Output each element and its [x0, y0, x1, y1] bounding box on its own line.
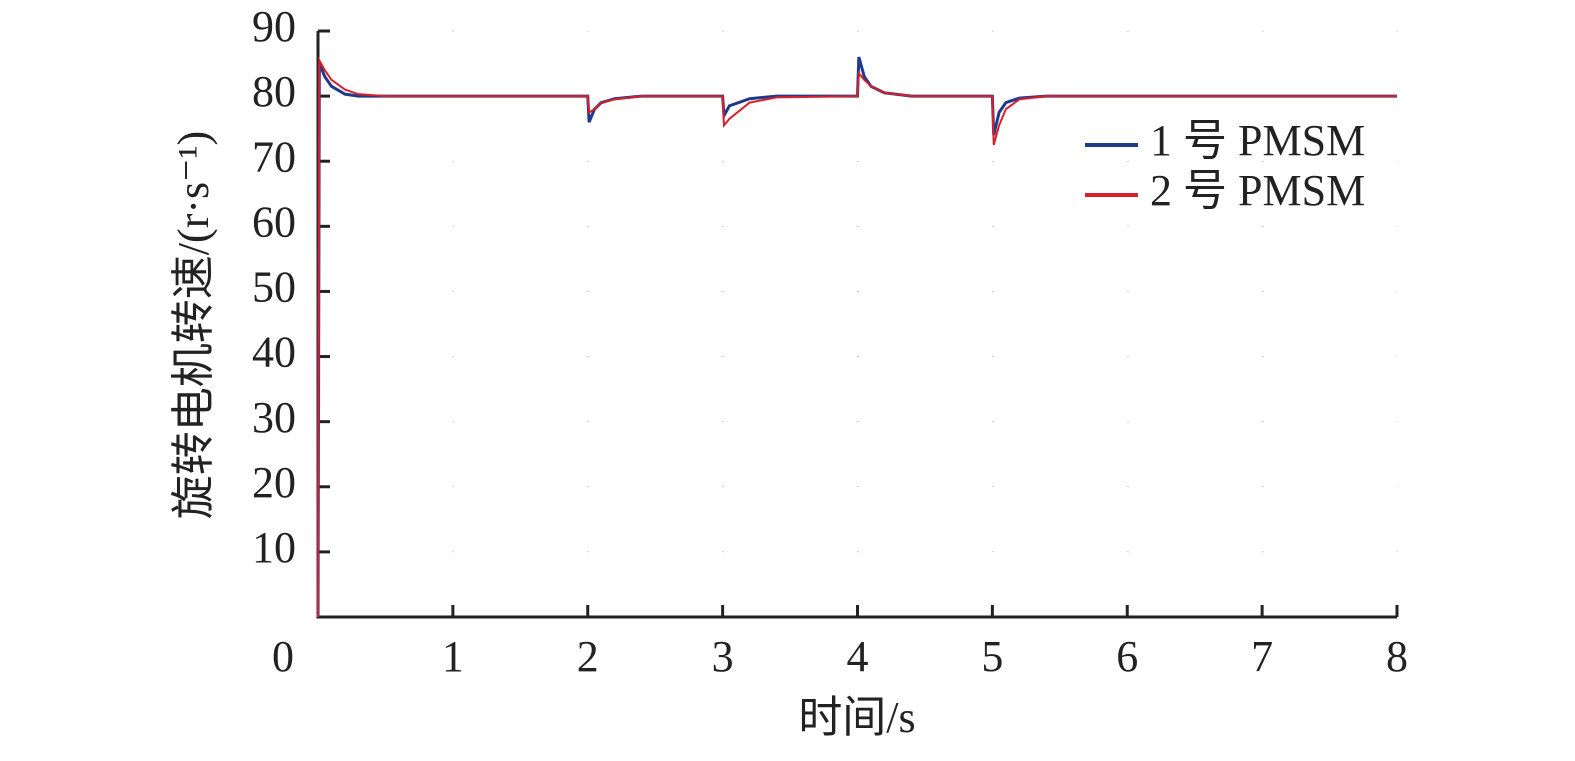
x-tick-label: 3	[712, 632, 734, 681]
y-tick-label: 10	[252, 523, 296, 572]
legend-label: 1 号 PMSM	[1150, 116, 1365, 165]
x-tick-label: 7	[1251, 632, 1273, 681]
x-tick-label: 0	[272, 632, 294, 681]
y-tick-label: 90	[252, 2, 296, 51]
line	[317, 56, 1397, 618]
y-tick-label: 40	[252, 328, 296, 377]
x-tick-label: 8	[1386, 632, 1408, 681]
x-tick-label: 5	[981, 632, 1003, 681]
y-tick-label: 60	[252, 197, 296, 246]
y-tick-label: 80	[252, 67, 296, 116]
x-tick-label: 1	[442, 632, 464, 681]
y-tick-label: 30	[252, 393, 296, 442]
y-tick-label: 70	[252, 132, 296, 181]
x-axis-label: 时间/s	[798, 693, 915, 742]
x-tick-label: 2	[577, 632, 599, 681]
y-axis-label: 旋转电机转速/(r·s⁻¹)	[169, 131, 218, 519]
x-tick-label: 6	[1116, 632, 1138, 681]
y-tick-label: 20	[252, 458, 296, 507]
legend-label: 2 号 PMSM	[1150, 166, 1365, 215]
y-tick-label: 50	[252, 263, 296, 312]
x-tick-label: 4	[847, 632, 869, 681]
